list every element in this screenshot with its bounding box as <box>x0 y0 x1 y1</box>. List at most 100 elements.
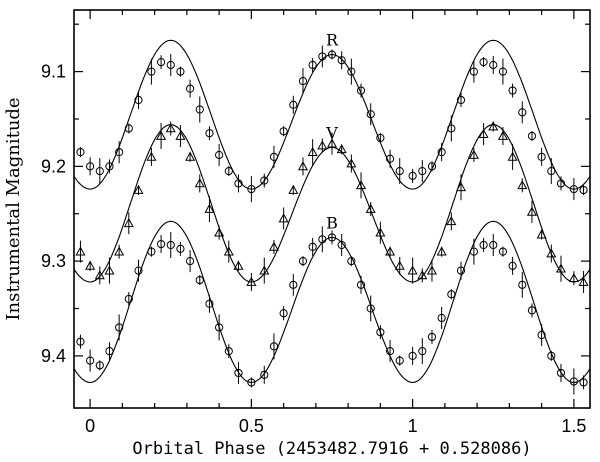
data-point-R <box>337 56 346 65</box>
data-point-B <box>489 240 498 250</box>
data-point-B <box>134 266 143 275</box>
data-point-R <box>537 152 546 161</box>
data-point-R <box>279 127 288 136</box>
data-point-V <box>375 227 386 237</box>
data-point-B <box>376 328 385 337</box>
data-point-V <box>85 260 96 270</box>
data-point-B <box>76 337 85 346</box>
data-point-V <box>536 229 547 239</box>
data-point-V <box>307 146 318 157</box>
data-point-B <box>205 299 214 308</box>
data-point-V <box>555 263 567 273</box>
data-point-R <box>408 171 417 180</box>
data-point-R <box>376 133 385 143</box>
data-point-V <box>407 265 418 275</box>
data-point-V <box>346 158 357 168</box>
data-point-V <box>326 138 338 148</box>
data-point-B <box>95 361 104 370</box>
data-point-B <box>479 240 488 250</box>
y-tick-label: 9.1 <box>41 62 66 82</box>
plot-frame <box>73 9 591 409</box>
data-point-B <box>579 378 588 387</box>
data-point-B <box>105 347 114 356</box>
data-point-V <box>317 140 328 150</box>
data-point-R <box>489 60 498 70</box>
data-point-B <box>176 244 185 253</box>
data-point-V <box>104 265 115 275</box>
data-point-V <box>497 130 508 140</box>
data-point-R <box>115 148 124 157</box>
data-point-V <box>288 184 299 194</box>
data-point-B <box>224 347 233 356</box>
data-point-R <box>247 185 256 194</box>
data-point-R <box>327 50 337 59</box>
data-point-R <box>224 166 233 176</box>
data-point-R <box>469 67 478 76</box>
data-point-B <box>556 368 566 378</box>
data-point-V <box>468 149 479 159</box>
data-point-R <box>556 179 566 188</box>
x-tick-label: 0 <box>85 416 95 436</box>
data-point-B <box>569 377 578 386</box>
axis-ticks <box>74 10 590 408</box>
data-point-V <box>165 123 176 133</box>
data-point-V <box>455 181 467 192</box>
data-point-B <box>508 261 517 270</box>
data-point-V <box>259 265 270 275</box>
data-points <box>75 45 589 395</box>
data-point-V <box>488 121 499 131</box>
data-point-V <box>246 276 257 286</box>
data-point-V <box>156 130 167 140</box>
data-point-R <box>76 148 85 157</box>
data-point-B <box>547 351 556 360</box>
data-point-B <box>498 247 508 256</box>
data-point-V <box>133 184 144 194</box>
data-point-B <box>518 280 527 289</box>
x-tick-label: 1.5 <box>561 416 586 436</box>
data-point-B <box>447 290 456 299</box>
data-point-V <box>446 216 457 226</box>
data-point-R <box>105 162 114 171</box>
data-point-R <box>205 129 214 138</box>
data-point-V <box>426 265 438 275</box>
tick-labels: 0 0.5 1 1.5 9.1 9.2 9.3 9.4 <box>41 62 586 436</box>
data-point-R <box>447 124 456 133</box>
data-point-B <box>289 280 298 289</box>
data-point-V <box>578 276 589 286</box>
data-point-R <box>186 84 195 93</box>
data-point-R <box>518 108 527 117</box>
data-point-V <box>517 180 528 190</box>
data-point-V <box>436 246 447 256</box>
data-point-R <box>95 166 104 176</box>
data-point-R <box>579 185 588 195</box>
data-point-V <box>385 246 396 256</box>
data-point-B <box>124 294 133 304</box>
data-point-B <box>279 309 288 318</box>
data-point-B <box>347 257 356 266</box>
data-point-R <box>195 105 204 114</box>
data-point-R <box>569 185 578 194</box>
x-axis-title: Orbital Phase (2453482.7916 + 0.528086) <box>132 439 531 459</box>
data-point-B <box>247 378 256 387</box>
data-point-V <box>268 241 279 251</box>
data-point-V <box>233 260 244 270</box>
data-point-R <box>356 86 366 95</box>
data-point-B <box>115 323 124 332</box>
x-tick-label: 0.5 <box>239 416 264 436</box>
data-point-V <box>214 227 225 237</box>
data-point-V <box>526 206 537 216</box>
data-point-R <box>427 162 437 171</box>
data-point-V <box>546 248 557 258</box>
data-point-B <box>385 347 395 356</box>
data-point-B <box>469 247 478 256</box>
data-point-B <box>260 370 269 379</box>
data-point-R <box>508 86 517 95</box>
data-point-R <box>385 154 395 163</box>
data-point-V <box>417 270 428 280</box>
y-tick-label: 9.3 <box>41 251 66 271</box>
data-point-R <box>147 67 156 76</box>
data-point-B <box>215 323 224 332</box>
data-point-R <box>134 95 143 105</box>
data-point-R <box>234 179 243 188</box>
